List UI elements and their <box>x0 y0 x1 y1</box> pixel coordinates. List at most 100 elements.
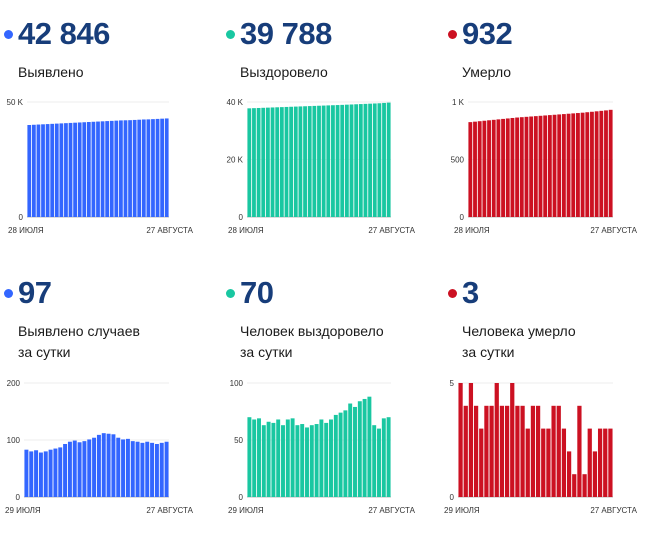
bar <box>349 104 354 217</box>
bar <box>128 120 132 217</box>
x-tick-label-end: 27 АВГУСТА <box>590 226 637 235</box>
bar <box>608 428 613 497</box>
bar <box>285 419 290 497</box>
bar <box>140 442 145 497</box>
x-tick-label-end: 27 АВГУСТА <box>368 226 415 235</box>
bar <box>111 434 116 497</box>
headline: 70 <box>222 273 274 313</box>
bar <box>608 109 613 217</box>
bullet-dot <box>448 29 457 39</box>
bar <box>367 396 372 497</box>
bar <box>604 110 608 217</box>
y-tick-label: 100 <box>230 379 244 388</box>
bar <box>119 120 123 217</box>
bar <box>340 104 345 218</box>
bar <box>73 122 77 217</box>
bar <box>109 120 114 217</box>
bullet-dot <box>226 29 235 39</box>
bar-chart-recovered-total: 0 20 K 40 K 28 ИЮЛЯ 27 АВГУСТА <box>227 98 416 235</box>
bar <box>577 405 582 497</box>
bar <box>547 115 552 217</box>
bar <box>592 451 598 497</box>
y-tick-label: 40 K <box>227 98 244 107</box>
bar <box>31 124 36 217</box>
x-tick-label-start: 28 ИЮЛЯ <box>228 226 264 235</box>
bar <box>256 107 261 217</box>
bar <box>135 441 140 497</box>
bar <box>45 124 50 217</box>
bar <box>535 405 541 497</box>
bullet-dot <box>4 29 13 39</box>
bar <box>68 122 73 217</box>
bar-chart-detected-daily: 0 100 200 29 ИЮЛЯ 27 АВГУСТА <box>5 379 194 515</box>
x-tick-label-end: 27 АВГУСТА <box>368 506 415 515</box>
bar <box>348 403 353 497</box>
bar <box>101 433 106 497</box>
bar <box>92 437 97 497</box>
bar <box>515 405 520 497</box>
bar <box>63 443 68 497</box>
bar <box>105 121 110 217</box>
bar <box>312 105 317 217</box>
bar <box>489 405 494 497</box>
bar <box>377 428 381 497</box>
bar <box>530 405 536 497</box>
bar <box>597 428 603 497</box>
bar <box>59 123 64 217</box>
bar <box>159 442 164 497</box>
bar <box>386 102 391 217</box>
bar <box>77 442 82 497</box>
headline: 932 <box>444 14 513 54</box>
bar <box>494 383 499 497</box>
bar <box>276 419 281 497</box>
total-detected-number: 42 846 <box>18 16 110 51</box>
bar <box>368 103 372 217</box>
panel-recovered-daily: 70 Человек выздоровело за сутки 0 50 100 29… <box>222 273 432 533</box>
bar <box>541 428 546 497</box>
bar <box>290 418 295 497</box>
headline: 3 <box>444 273 479 313</box>
total-recovered-number: 39 788 <box>240 16 332 51</box>
bullet-dot <box>448 288 457 298</box>
bar <box>331 105 335 217</box>
bar <box>279 107 284 217</box>
bar <box>130 441 135 497</box>
bar <box>381 418 386 497</box>
bar <box>314 424 319 497</box>
bar <box>551 405 556 497</box>
bar <box>543 115 548 217</box>
bar <box>82 441 87 497</box>
bar <box>123 120 128 217</box>
y-tick-label: 200 <box>7 379 21 388</box>
bar <box>477 121 482 217</box>
total-died-label: Умерло <box>462 64 512 80</box>
bar <box>132 119 137 217</box>
y-tick-label: 0 <box>460 213 465 222</box>
bar <box>582 474 587 497</box>
bar <box>87 439 92 497</box>
bar <box>473 121 477 217</box>
bar <box>343 410 348 497</box>
bar <box>305 427 309 497</box>
bar <box>41 124 45 217</box>
bar <box>67 441 72 497</box>
bar <box>96 121 100 217</box>
bar <box>501 118 505 217</box>
bar <box>252 419 257 497</box>
panel-detected-total: 42 846 Выявлено 0 50 K 28 ИЮЛЯ 27 АВГУСТА <box>0 14 210 274</box>
bar <box>362 398 367 497</box>
bar <box>82 122 87 217</box>
x-tick-label-start: 28 ИЮЛЯ <box>454 226 490 235</box>
panel-recovered-total: 39 788 Выздоровело 0 20 K 40 K 28 ИЮЛЯ 27 АВ… <box>222 14 432 274</box>
bar <box>463 405 468 497</box>
bar <box>281 425 285 497</box>
total-recovered-label: Выздоровело <box>240 64 328 80</box>
bar <box>160 118 165 217</box>
bar <box>58 447 63 497</box>
bar <box>106 433 111 497</box>
bar <box>357 401 362 497</box>
bar <box>164 441 169 497</box>
bar <box>284 106 289 217</box>
bar <box>557 114 562 217</box>
bar <box>43 451 48 497</box>
